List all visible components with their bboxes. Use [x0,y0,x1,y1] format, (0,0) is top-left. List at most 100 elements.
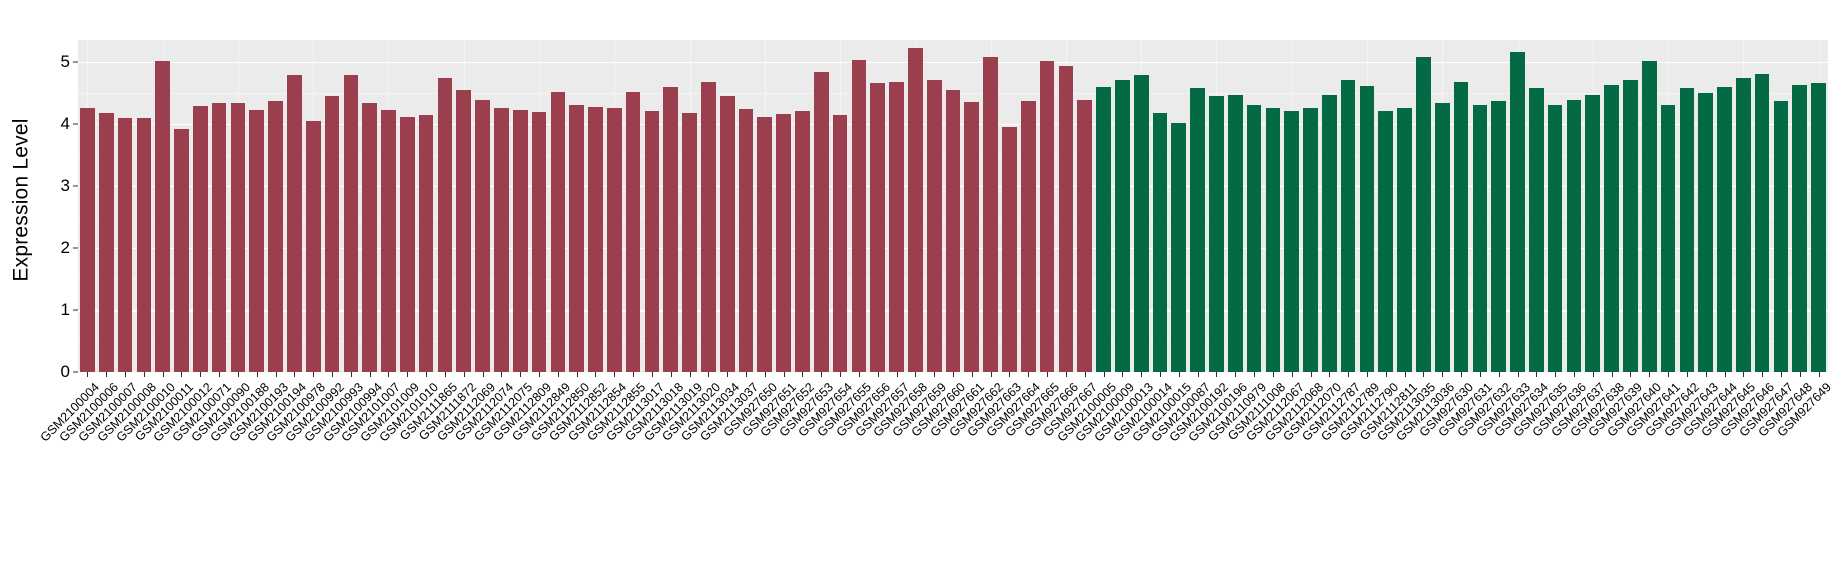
bar [1811,82,1826,372]
bar [1585,94,1601,372]
x-axis-tick-mark [1254,372,1256,377]
bar [1322,94,1337,372]
x-axis-tick-mark [746,372,747,377]
bar [983,57,998,372]
x-axis-tick-mark [1555,372,1557,377]
bar [738,108,754,372]
y-axis-tick-label: 4 [60,113,70,133]
gridline-major [78,61,1828,64]
x-axis-tick-mark [1724,372,1726,377]
bar [832,115,848,372]
bar [117,117,133,372]
x-axis-tick-mark [1291,372,1293,377]
x-axis-tick-mark [1461,372,1463,377]
x-axis-tick-mark [313,372,315,377]
x-axis-tick-mark [181,372,183,377]
x-axis-tick-mark [651,372,653,377]
bar [1754,74,1770,372]
bar [475,100,490,372]
bar [719,95,735,372]
x-axis-tick-mark [1178,372,1180,377]
bar [418,115,434,372]
bar [399,116,415,372]
x-axis-tick-mark [426,372,428,377]
bar [1340,79,1356,372]
x-axis-tick-mark [614,372,616,377]
x-axis-tick-mark [256,372,258,377]
bar [776,113,791,372]
x-axis-tick-mark [915,372,917,377]
x-axis-tick-mark [1159,372,1161,377]
x-axis-tick-mark [1310,372,1312,377]
x-axis-tick-mark [1573,372,1575,377]
bar [305,120,321,372]
bar [192,106,208,372]
x-axis-tick-mark [1197,372,1199,377]
bar [98,112,114,372]
x-axis-tick-mark [727,372,729,377]
x-axis-tick-mark [934,372,936,377]
x-axis-tick-mark [1498,372,1500,377]
bar [1491,101,1507,372]
y-axis-tick-mark [73,185,78,187]
x-axis-tick-mark [858,372,860,377]
bar [287,74,302,372]
x-axis-tick-mark [350,372,352,377]
bar [1416,56,1431,372]
x-axis-tick-mark [294,372,296,377]
bar [437,78,453,372]
bar [1115,80,1130,372]
bar [1698,93,1714,372]
y-axis-tick-label: 1 [60,299,70,319]
bar [1434,102,1450,372]
y-axis-tick-label: 5 [60,51,70,71]
bar [1510,52,1525,372]
bar [211,102,227,372]
bar [625,91,641,372]
bar [663,86,679,372]
bar [569,104,584,372]
bar [1246,105,1262,372]
bar [945,89,961,372]
x-axis-tick-mark [595,372,597,377]
y-axis-tick-mark [73,371,78,373]
y-axis-tick-label: 2 [60,237,70,257]
x-axis-tick-mark [520,372,522,377]
bar [1171,122,1187,372]
x-axis-tick-mark [1084,372,1086,377]
x-axis-tick-mark [783,372,785,377]
x-axis-tick-mark [1235,372,1237,377]
x-axis-tick-labels: GSM2100004 GSM2100006 GSM2100007 GSM2100008… [38,372,1834,580]
x-axis-tick-mark [369,372,371,377]
bar [926,79,942,372]
x-axis-tick-mark [1103,372,1105,377]
x-axis-tick-mark [1536,372,1538,377]
y-axis-tick-labels: 0 1 2 3 4 5 [44,40,78,381]
y-axis-tick-mark [73,247,78,249]
x-axis-tick-mark [557,372,559,377]
bar [531,112,547,372]
x-axis-tick-mark [219,372,221,377]
x-axis-tick-mark [708,372,710,377]
x-axis-tick-mark [1668,372,1670,377]
bar [1604,84,1619,372]
bar [268,101,283,372]
x-axis-tick-mark [1141,372,1143,377]
bar [456,90,472,372]
x-axis-tick-mark [1592,372,1594,377]
x-axis-tick-mark [463,372,465,377]
x-axis-tick-mark [1216,372,1218,377]
bar [343,74,359,372]
bar [381,110,396,372]
x-axis-tick-mark [1423,372,1425,377]
bar [889,81,904,372]
bar [494,107,509,372]
x-axis-tick-mark [162,372,164,377]
x-axis-tick-mark [1047,372,1049,377]
bar [1359,85,1375,372]
y-axis-tick-mark [73,309,78,311]
x-axis-tick-mark [1009,372,1011,377]
x-axis-tick-mark [1705,372,1707,377]
bar [155,61,170,372]
x-axis-tick-mark [764,372,766,377]
